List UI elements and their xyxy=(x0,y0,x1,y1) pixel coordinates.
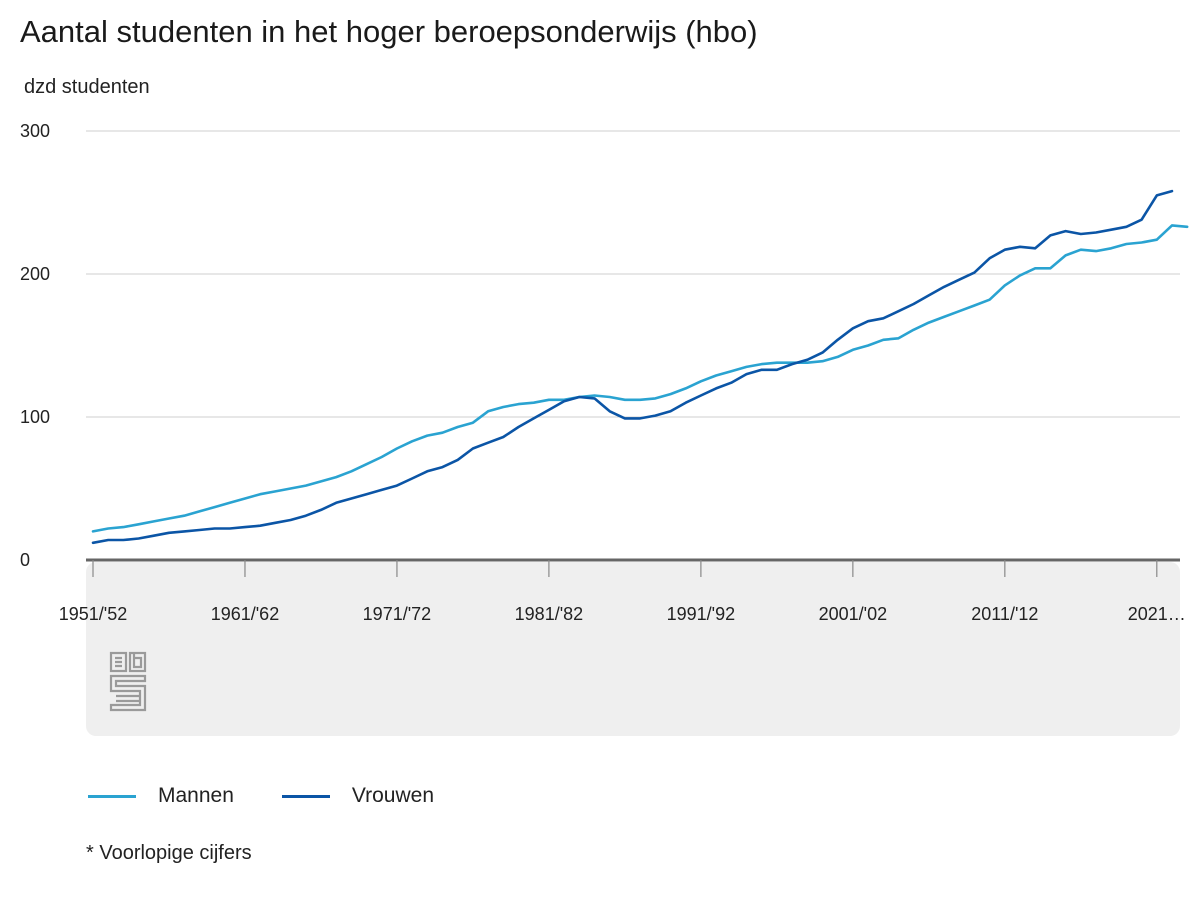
series-line-vrouwen xyxy=(91,189,1174,545)
legend-label-vrouwen: Vrouwen xyxy=(351,784,434,807)
legend-item-mannen[interactable]: Mannen xyxy=(88,784,234,808)
grid-lines xyxy=(86,130,1180,418)
x-tick-label: 1951/'52 xyxy=(59,604,128,624)
y-axis-unit-label: dzd studenten xyxy=(24,76,150,98)
logo-panel xyxy=(86,562,1180,736)
x-ticks: 1951/'52 1961/'62 1971/'72 1981/'82 1991/'92… xyxy=(59,560,1186,624)
x-tick-label: 1981/'82 xyxy=(515,604,584,624)
chart-title: Aantal studenten in het hoger beroepsond… xyxy=(20,14,758,49)
y-tick-label: 300 xyxy=(20,121,50,141)
line-chart: 0 100 200 300 1951/'52 1961/'62 1971/'72 1981/… xyxy=(20,121,1189,736)
y-tick-labels: 0 100 200 300 xyxy=(20,121,50,570)
x-tick-label: 2021… xyxy=(1128,604,1186,624)
legend-item-vrouwen[interactable]: Vrouwen xyxy=(281,784,434,808)
legend-swatch-mannen xyxy=(88,794,136,798)
x-tick-label: 1961/'62 xyxy=(211,604,280,624)
x-tick-label: 2001/'02 xyxy=(819,604,888,624)
series-line-mannen xyxy=(91,224,1189,533)
x-tick-label: 1991/'92 xyxy=(667,604,736,624)
legend-label-mannen: Mannen xyxy=(158,784,234,807)
chart-legend: Mannen Vrouwen xyxy=(88,784,482,808)
footnote: * Voorlopige cijfers xyxy=(86,842,252,864)
y-tick-label: 0 xyxy=(20,550,30,570)
series-lines xyxy=(91,189,1189,545)
cbs-logo-icon xyxy=(109,651,147,712)
x-tick-label: 1971/'72 xyxy=(363,604,432,624)
x-tick-label: 2011/'12 xyxy=(971,604,1038,624)
y-tick-label: 100 xyxy=(20,407,50,427)
legend-swatch-vrouwen xyxy=(281,794,330,798)
y-tick-label: 200 xyxy=(20,264,50,284)
